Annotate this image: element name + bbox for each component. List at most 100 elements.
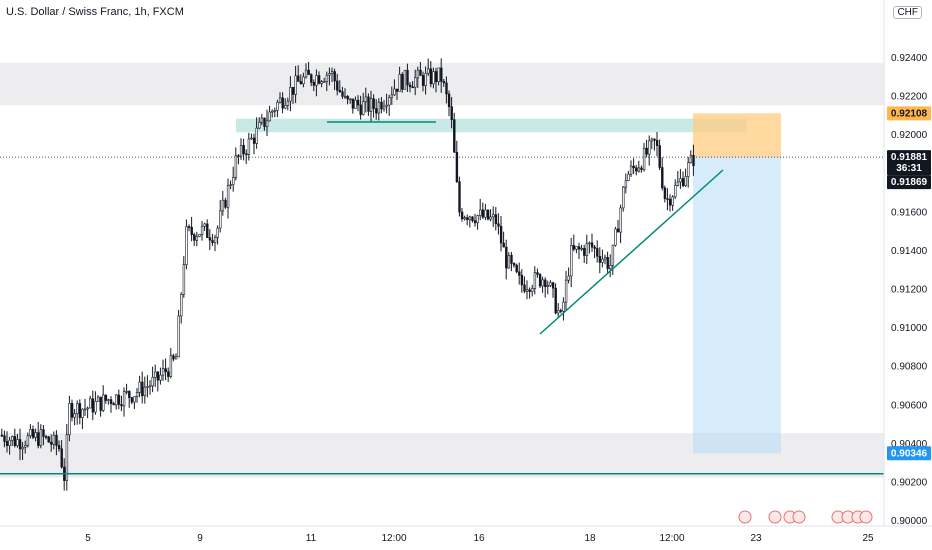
candle-body bbox=[382, 105, 386, 110]
candle-body bbox=[687, 162, 690, 177]
event-flag-icon bbox=[738, 510, 752, 524]
candle-body bbox=[265, 120, 269, 127]
x-tick-label: 9 bbox=[197, 533, 203, 544]
candle-body bbox=[138, 381, 141, 393]
candle-body bbox=[226, 185, 230, 208]
candle-body bbox=[549, 282, 552, 286]
currency-badge[interactable]: CHF bbox=[893, 6, 922, 19]
candle-body bbox=[583, 247, 586, 256]
candle-body bbox=[278, 97, 282, 103]
chart-title: U.S. Dollar / Swiss Franc, 1h, FXCM bbox=[6, 6, 184, 18]
candle-body bbox=[284, 105, 287, 109]
candle-body bbox=[115, 394, 118, 406]
candle-body bbox=[437, 67, 440, 83]
candle-body bbox=[273, 110, 277, 112]
candle-body bbox=[65, 434, 69, 481]
candle-body bbox=[294, 75, 297, 95]
target-zone-overlap bbox=[693, 433, 781, 454]
y-tick-label: 0.90600 bbox=[891, 400, 928, 411]
candle-body bbox=[148, 385, 152, 388]
candle-body bbox=[681, 178, 685, 186]
candle-body bbox=[536, 272, 539, 275]
candle-body bbox=[642, 147, 646, 170]
x-tick-label: 12:00 bbox=[381, 533, 406, 544]
candle-body bbox=[94, 401, 97, 413]
candle-body bbox=[213, 236, 217, 243]
candle-body bbox=[343, 95, 347, 98]
candle-body bbox=[161, 368, 165, 376]
stop-price-tag-text: 0.92108 bbox=[891, 108, 928, 119]
candle-body bbox=[520, 275, 524, 286]
candle-body bbox=[463, 217, 466, 220]
y-tick-label: 0.90800 bbox=[891, 362, 928, 373]
candle-body bbox=[242, 144, 245, 155]
candle-body bbox=[70, 403, 74, 418]
y-tick-label: 0.90400 bbox=[891, 439, 928, 450]
candle-body bbox=[466, 217, 469, 220]
candle-body bbox=[447, 93, 451, 108]
candle-body bbox=[255, 127, 258, 144]
candle-body bbox=[403, 69, 407, 90]
candle-body bbox=[289, 86, 292, 102]
candle-body bbox=[684, 176, 687, 186]
candle-body bbox=[546, 285, 550, 287]
x-tick-label: 16 bbox=[473, 533, 485, 544]
candle-body bbox=[492, 214, 495, 218]
candle-body bbox=[385, 104, 388, 107]
candle-body bbox=[541, 279, 544, 287]
candle-body bbox=[297, 75, 300, 82]
candle-body bbox=[211, 239, 214, 243]
candle-body bbox=[167, 371, 170, 377]
candle-body bbox=[486, 209, 490, 220]
candle-body bbox=[460, 211, 464, 220]
candle-body bbox=[122, 391, 126, 407]
x-tick-label: 11 bbox=[306, 533, 317, 544]
candle-body bbox=[640, 167, 643, 170]
candle-body bbox=[146, 386, 149, 388]
candle-body bbox=[510, 254, 513, 264]
candle-body bbox=[13, 436, 17, 446]
candle-body bbox=[187, 226, 191, 228]
candle-body bbox=[484, 209, 487, 218]
target-price-tag-text: 0.90346 bbox=[891, 448, 928, 459]
candle-body bbox=[346, 95, 349, 100]
candle-body bbox=[499, 225, 503, 244]
candle-body bbox=[471, 216, 474, 221]
candle-body bbox=[219, 210, 222, 229]
candle-body bbox=[164, 368, 167, 373]
y-tick-label: 0.92400 bbox=[891, 53, 928, 64]
candle-body bbox=[263, 117, 266, 127]
candle-body bbox=[408, 84, 412, 88]
candle-body bbox=[424, 72, 427, 86]
candle-body bbox=[380, 101, 383, 110]
candle-body bbox=[208, 237, 212, 241]
candle-body bbox=[622, 186, 625, 209]
candle-body bbox=[112, 403, 115, 406]
candle-body bbox=[434, 71, 438, 83]
candle-body bbox=[315, 75, 318, 86]
x-tick-label: 5 bbox=[85, 533, 91, 544]
candle-body bbox=[603, 257, 607, 260]
candle-body bbox=[31, 428, 35, 438]
candle-body bbox=[650, 138, 654, 142]
candle-body bbox=[507, 254, 511, 269]
candle-body bbox=[234, 155, 238, 178]
candle-body bbox=[624, 180, 628, 188]
candle-body bbox=[317, 75, 321, 84]
candle-body bbox=[135, 392, 139, 397]
candle-body bbox=[81, 408, 84, 418]
y-tick-label: 0.91000 bbox=[891, 323, 928, 334]
candle-body bbox=[635, 167, 638, 172]
target-price-tag bbox=[887, 446, 931, 461]
candle-body bbox=[676, 181, 680, 186]
candle-body bbox=[588, 242, 591, 245]
candle-body bbox=[627, 173, 630, 181]
candle-body bbox=[333, 71, 336, 82]
candle-body bbox=[528, 289, 531, 292]
candle-body bbox=[611, 244, 615, 266]
candle-body bbox=[102, 394, 105, 411]
candle-body bbox=[372, 98, 375, 109]
candle-body bbox=[692, 155, 695, 167]
candle-body bbox=[216, 227, 219, 238]
